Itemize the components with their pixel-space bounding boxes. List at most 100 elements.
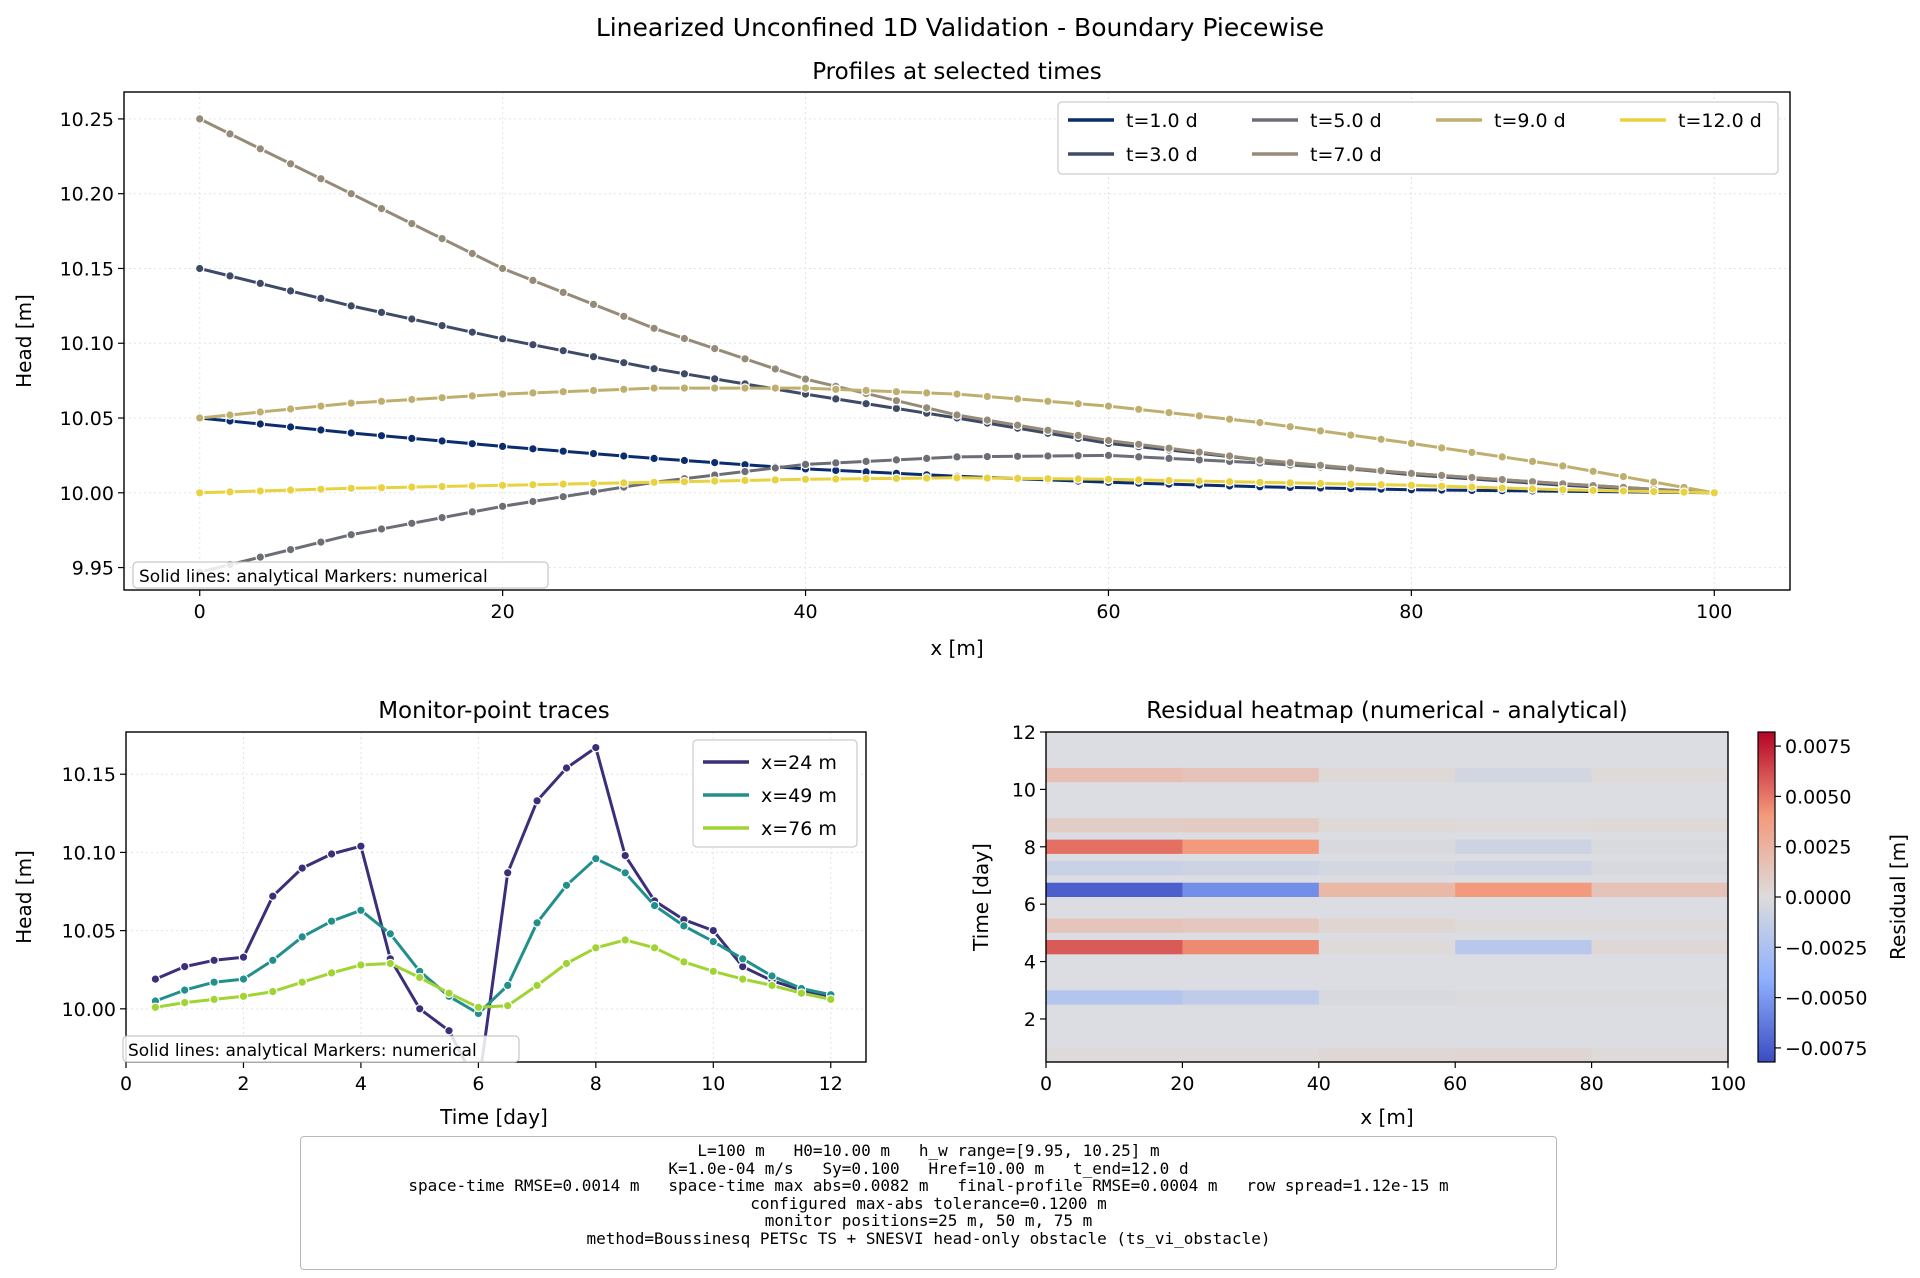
data-point [267,986,278,997]
heatmap-cell [1318,940,1456,955]
y-tick-label: 10 [1012,779,1036,801]
data-point [467,507,478,517]
data-point [467,327,478,337]
monitor-ylabel: Head [m] [12,850,36,944]
data-point [356,841,366,851]
data-point [1012,473,1023,484]
heatmap-cell [1455,990,1593,1005]
data-point [618,478,629,488]
data-point [406,394,417,405]
data-point [255,407,266,417]
data-point [800,383,811,393]
data-point [649,363,659,374]
monitor-series [150,742,836,1062]
y-tick-label: 2 [1024,1009,1036,1031]
x-tick-label: 100 [1710,1073,1746,1095]
data-point [406,314,417,324]
data-point [376,524,387,534]
data-point [376,430,387,441]
data-point [1376,479,1386,490]
data-point [770,364,781,374]
data-point [356,905,366,916]
heatmap-title: Residual heatmap (numerical - analytical… [1146,698,1628,724]
monitor-note-box [122,1035,520,1063]
data-point [588,351,599,362]
data-point [528,339,538,350]
x-tick-label: 0 [194,601,206,623]
data-point [346,428,356,438]
data-point [255,144,266,154]
data-point [444,1025,454,1036]
data-point [561,958,572,969]
param-line: space-time RMSE=0.0014 m space-time max … [408,1176,1449,1195]
data-point [1618,486,1629,496]
data-point [1467,447,1477,458]
figure-title: Linearized Unconfined 1D Validation - Bo… [596,13,1324,42]
data-point [1618,471,1629,482]
data-point [179,961,190,972]
data-point [209,955,219,966]
data-point [891,473,902,484]
x-tick-label: 20 [1170,1073,1194,1095]
data-point [770,475,781,485]
data-point [316,293,326,304]
legend-label: t=1.0 d [1126,110,1198,132]
data-point [316,537,326,547]
y-tick-label: 12 [1012,722,1036,744]
data-point [588,385,599,396]
data-point [1164,453,1174,464]
legend-label: t=5.0 d [1310,110,1382,132]
data-point [1406,480,1417,491]
data-point [1315,426,1326,436]
data-point [528,496,538,507]
data-point [1133,404,1144,415]
data-point [1043,451,1053,461]
profiles-ticks: 0 20 40 60 80 100 9.95 10.00 10.05 10.10 10.15 10.2… [60,109,1733,623]
data-point [1255,455,1265,465]
data-point [1648,477,1659,487]
data-point [346,188,356,199]
data-point [238,974,249,984]
data-point [952,452,962,462]
heatmap-cell [1046,918,1183,933]
data-point [297,863,307,873]
data-point [1558,461,1568,471]
heatmap-cell [1591,918,1728,933]
data-point [1012,394,1023,404]
data-point [1436,481,1447,491]
data-point [1073,474,1083,484]
data-point [921,388,932,398]
data-point [1194,411,1205,421]
data-point [444,988,454,998]
heatmap-cell [1182,861,1320,876]
data-point [1043,473,1053,484]
data-point [861,456,871,467]
heatmap-cell [1318,882,1456,897]
heatmap-cell [1455,882,1593,897]
data-point [502,867,513,878]
data-point [528,443,538,454]
data-point [1133,452,1144,462]
profiles-axes-frame [123,91,1791,591]
series-line [199,117,1715,495]
data-point [1315,460,1326,471]
profiles-ylabel: Head [m] [12,294,36,388]
data-point [709,373,720,384]
heatmap-cell [1046,861,1183,876]
data-point [1194,455,1205,465]
data-point [414,972,425,983]
data-point [285,544,296,555]
heatmap-cell [1455,818,1593,833]
data-point [861,398,871,409]
parameters-box: L=100 m H0=10.00 m h_w range=[9.95, 10.2… [300,1136,1557,1270]
x-tick-label: 80 [1580,1073,1604,1095]
data-point [1043,396,1053,407]
data-point [861,473,871,484]
data-point [437,512,447,523]
heatmap-ylabel: Time [day] [969,843,993,952]
heatmap-cell [1182,1047,1320,1062]
profiles-note-box [132,561,549,589]
data-point [1709,487,1720,498]
data-point [952,472,962,483]
x-tick-label: 12 [819,1073,843,1095]
